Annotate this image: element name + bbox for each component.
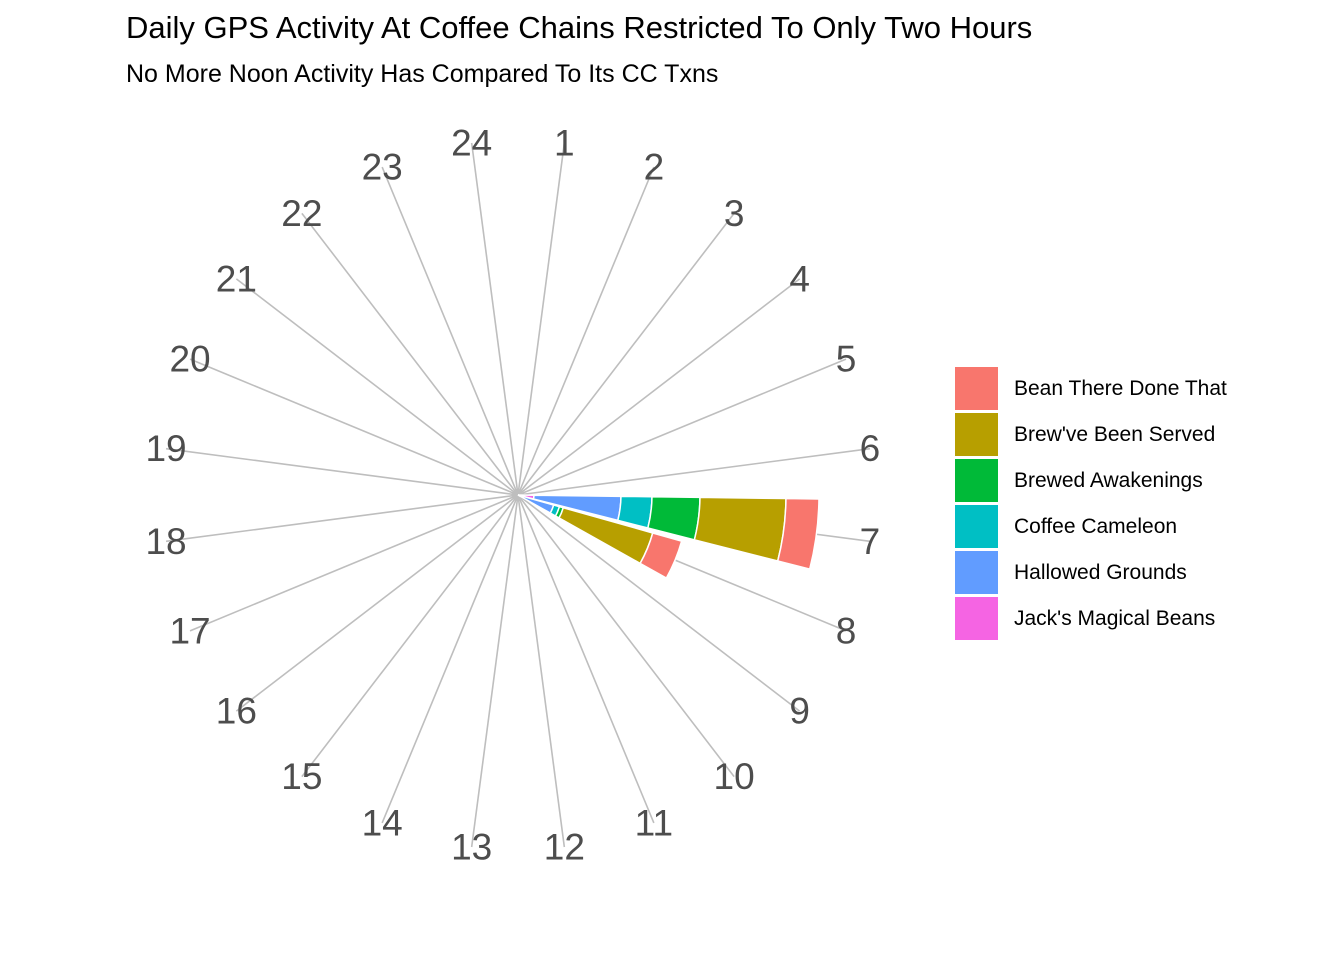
bar-segment-hour-8-bean-there-done-that [639,532,683,580]
legend-label-jack-s-magical-beans: Jack's Magical Beans [1014,607,1216,630]
tick-label-hour-10: 10 [714,756,755,797]
gridline-hour-10 [517,494,735,778]
tick-label-hour-11: 11 [635,802,673,843]
legend-swatch-brewed-awakenings [955,459,998,502]
legend-label-brewed-awakenings: Brewed Awakenings [1014,469,1203,492]
legend-label-coffee-cameleon: Coffee Cameleon [1014,515,1178,538]
tick-label-hour-6: 6 [860,428,881,469]
legend-swatch-jack-s-magical-beans [955,597,998,640]
tick-label-hour-17: 17 [169,610,210,651]
gridline-hour-16 [235,494,519,712]
gridline-hour-9 [517,494,801,712]
bar-segment-hour-7-coffee-cameleon [616,495,653,529]
gridline-hour-23 [381,166,519,496]
gridline-hour-19 [165,447,519,496]
gridline-hour-18 [165,494,519,543]
gridline-hour-3 [517,212,735,496]
tick-label-hour-9: 9 [789,691,810,732]
gridline-hour-13 [470,494,519,848]
gridline-hour-15 [301,494,519,778]
tick-label-hour-5: 5 [836,339,857,380]
tick-label-hour-14: 14 [362,802,403,843]
bar-segment-hour-7-brew-ve-been-served [693,496,787,562]
gridline-hour-14 [381,494,519,824]
tick-label-hour-12: 12 [544,826,585,867]
gridline-hour-21 [235,278,519,496]
gridline-hour-24 [470,142,519,496]
gridline-hour-4 [517,278,801,496]
tick-label-hour-4: 4 [789,258,810,299]
legend-label-brew-ve-been-served: Brew've Been Served [1014,423,1216,446]
gridline-hour-12 [517,494,566,848]
gridline-hour-17 [189,494,519,632]
gridline-hour-6 [517,447,871,496]
tick-label-hour-22: 22 [281,193,322,234]
gridline-hour-11 [517,494,655,824]
bar-segments [517,494,820,580]
tick-label-hour-8: 8 [836,610,857,651]
legend-label-hallowed-grounds: Hallowed Grounds [1014,561,1187,584]
tick-label-hour-16: 16 [216,691,257,732]
tick-label-hour-21: 21 [216,258,257,299]
tick-label-hour-15: 15 [281,756,322,797]
gridline-hour-20 [189,358,519,496]
tick-label-hour-24: 24 [451,123,492,164]
legend-swatch-bean-there-done-that [955,367,998,410]
tick-label-hour-18: 18 [145,521,186,562]
tick-label-hour-2: 2 [644,147,665,188]
tick-label-hour-1: 1 [554,123,575,164]
legend-swatch-hallowed-grounds [955,551,998,594]
tick-label-hour-13: 13 [451,826,492,867]
bar-segment-hour-7-bean-there-done-that [776,497,820,571]
tick-label-hour-7: 7 [860,521,881,562]
legend-label-bean-there-done-that: Bean There Done That [1014,377,1227,400]
chart-title: Daily GPS Activity At Coffee Chains Rest… [126,10,1033,45]
tick-label-hour-3: 3 [724,193,745,234]
legend-swatch-coffee-cameleon [955,505,998,548]
gridline-hour-2 [517,166,655,496]
gridline-hour-5 [517,358,847,496]
gridline-hour-22 [301,212,519,496]
chart-subtitle: No More Noon Activity Has Compared To It… [126,60,719,88]
legend-swatch-brew-ve-been-served [955,413,998,456]
gridline-hour-1 [517,142,566,496]
tick-label-hour-20: 20 [169,339,210,380]
tick-label-hour-23: 23 [362,147,403,188]
tick-label-hour-19: 19 [145,428,186,469]
